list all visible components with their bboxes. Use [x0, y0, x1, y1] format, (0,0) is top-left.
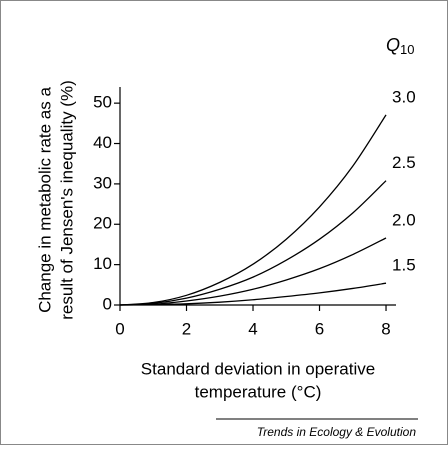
- x-axis-label: temperature (°C): [195, 382, 322, 401]
- y-tick-label: 40: [93, 133, 112, 152]
- y-tick-label: 50: [93, 93, 112, 112]
- series-label: 3.0: [392, 87, 416, 106]
- series-label: 2.5: [392, 153, 416, 172]
- x-axis-label: Standard deviation in operative: [141, 359, 375, 378]
- series-line: [119, 237, 387, 306]
- legend-title: Q10: [386, 35, 414, 58]
- series-label: 2.0: [392, 210, 416, 229]
- series-line: [119, 114, 387, 306]
- series-line: [119, 180, 387, 306]
- source: Trends in Ecology & Evolution: [257, 425, 417, 439]
- y-tick-label: 0: [103, 294, 112, 313]
- series-label: 1.5: [392, 256, 416, 275]
- y-axis-label: Change in metabolic rate as a: [35, 87, 54, 313]
- x-tick-label: 4: [248, 319, 257, 338]
- y-tick-label: 10: [93, 254, 112, 273]
- legend-title-sub: 10: [400, 42, 414, 57]
- y-tick-label: 30: [93, 173, 112, 192]
- x-tick-label: 2: [182, 319, 191, 338]
- y-axis-label: result of Jensen's inequality (%): [57, 80, 76, 319]
- y-tick-label: 20: [93, 214, 112, 233]
- series-line: [119, 282, 387, 306]
- x-tick-label: 0: [115, 319, 124, 338]
- x-tick-label: 6: [315, 319, 324, 338]
- x-tick-label: 8: [381, 319, 390, 338]
- legend-title-main: Q: [386, 35, 400, 55]
